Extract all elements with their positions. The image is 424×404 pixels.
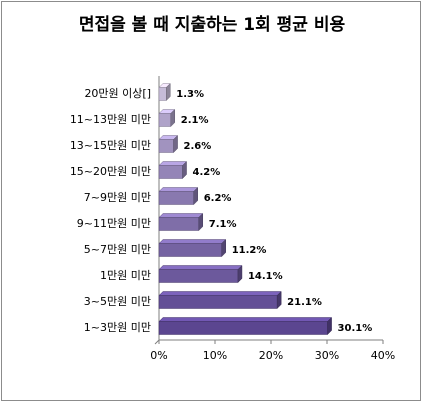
data-label: 14.1% bbox=[248, 271, 283, 282]
category-label: 20만원 이상[] bbox=[84, 87, 151, 100]
bar-side bbox=[166, 82, 171, 102]
x-tick-label: 30% bbox=[315, 349, 339, 362]
bar bbox=[158, 113, 172, 127]
data-label: 30.1% bbox=[338, 323, 373, 334]
data-label: 2.6% bbox=[184, 141, 212, 152]
bar-top bbox=[158, 239, 227, 244]
axes: 0% 10% 20% 30% 40% bbox=[150, 76, 395, 362]
bar bbox=[158, 295, 278, 309]
bar bbox=[158, 269, 239, 283]
category-label: 9~11만원 미만 bbox=[77, 217, 151, 230]
bar bbox=[158, 139, 174, 153]
category-label: 7~9만원 미만 bbox=[84, 191, 151, 204]
axis-depth-line bbox=[154, 339, 160, 345]
bar bbox=[158, 191, 194, 205]
chart-title: 면접을 볼 때 지출하는 1회 평균 비용 bbox=[78, 15, 346, 35]
data-label: 4.2% bbox=[193, 167, 221, 178]
bar bbox=[158, 165, 183, 179]
bar-top bbox=[158, 187, 199, 192]
bar-side bbox=[193, 186, 198, 206]
x-tick-label: 40% bbox=[371, 349, 395, 362]
bar-side bbox=[237, 264, 243, 284]
bar-top bbox=[158, 291, 282, 296]
category-label: 13~15만원 미만 bbox=[70, 139, 151, 152]
bar-side bbox=[276, 290, 282, 310]
category-label: 15~20만원 미만 bbox=[70, 165, 151, 178]
x-tick-label: 20% bbox=[259, 349, 283, 362]
bar-top bbox=[158, 317, 333, 322]
category-label: 1~3만원 미만 bbox=[84, 321, 151, 334]
data-label: 2.1% bbox=[181, 115, 209, 126]
bar-side bbox=[170, 108, 176, 128]
bar bbox=[158, 217, 200, 231]
bar bbox=[158, 321, 328, 335]
bars bbox=[158, 82, 333, 336]
bar-top bbox=[158, 161, 188, 166]
data-label: 6.2% bbox=[204, 193, 232, 204]
labels: 20만원 이상[] 1.3% 11~13만원 미만 2.1% 13~15만원 미만 2.6… bbox=[70, 87, 372, 334]
data-label: 21.1% bbox=[287, 297, 322, 308]
category-label: 5~7만원 미만 bbox=[84, 243, 151, 256]
bar bbox=[158, 243, 222, 257]
bar-top bbox=[158, 265, 243, 270]
category-label: 11~13만원 미만 bbox=[70, 113, 151, 126]
x-tick-label: 0% bbox=[150, 349, 167, 362]
bar-side bbox=[327, 316, 332, 336]
bar-side bbox=[173, 134, 178, 154]
bar-side bbox=[221, 238, 226, 258]
data-label: 11.2% bbox=[232, 245, 267, 256]
bar-side bbox=[182, 160, 187, 180]
bar bbox=[158, 87, 167, 101]
data-label: 7.1% bbox=[209, 219, 237, 230]
category-label: 3~5만원 미만 bbox=[84, 295, 151, 308]
x-tick-label: 10% bbox=[203, 349, 227, 362]
data-label: 1.3% bbox=[176, 89, 204, 100]
bar-top bbox=[158, 213, 204, 218]
bar-side bbox=[198, 212, 204, 232]
category-label: 1만원 미만 bbox=[100, 269, 151, 282]
